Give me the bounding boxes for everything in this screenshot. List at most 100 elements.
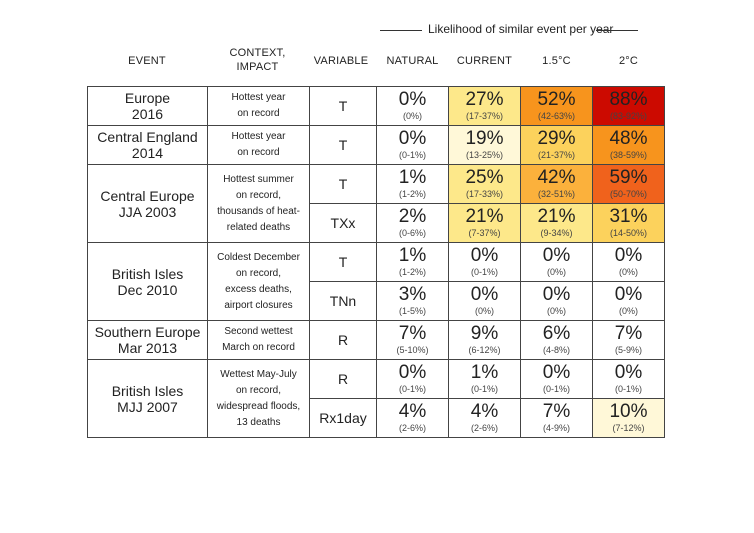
likelihood-percent: 0% [614, 362, 643, 383]
likelihood-percent: 9% [470, 323, 499, 344]
likelihood-percent: 48% [609, 128, 648, 149]
likelihood-range: (50-70%) [609, 189, 647, 199]
table-row: British Isles MJJ 2007 Wettest May-July o… [87, 359, 665, 438]
likelihood-percent: 31% [609, 206, 648, 227]
likelihood-cell-current: 27% (17-37%) [448, 86, 521, 126]
likelihood-cell-2c: 0% (0%) [592, 242, 665, 282]
likelihood-range: (0%) [618, 306, 638, 316]
likelihood-range: (4-8%) [542, 345, 570, 355]
likelihood-percent: 7% [398, 323, 427, 344]
likelihood-percent: 52% [537, 89, 576, 110]
likelihood-percent: 0% [614, 284, 643, 305]
likelihood-range: (6-12%) [468, 345, 501, 355]
variable-cell: R [309, 320, 377, 360]
variable-cell: T [309, 242, 377, 282]
event-context: Second wettest March on record [207, 320, 310, 360]
likelihood-cell-1-5c: 6% (4-8%) [520, 320, 593, 360]
likelihood-range: (0%) [546, 306, 566, 316]
header-natural: NATURAL [386, 55, 439, 67]
header-event: EVENT [128, 55, 166, 67]
likelihood-cell-current: 4% (2-6%) [448, 398, 521, 438]
likelihood-range: (0-1%) [542, 384, 570, 394]
likelihood-right-rule [596, 30, 638, 31]
likelihood-cell-1-5c: 29% (21-37%) [520, 125, 593, 165]
likelihood-percent: 25% [465, 167, 504, 188]
likelihood-range: (0%) [474, 306, 494, 316]
likelihood-range: (38-59%) [609, 150, 647, 160]
likelihood-cell-natural: 3% (1-5%) [376, 281, 449, 321]
likelihood-cell-1-5c: 7% (4-9%) [520, 398, 593, 438]
likelihood-range: (0-6%) [398, 228, 426, 238]
likelihood-cell-2c: 59% (50-70%) [592, 164, 665, 204]
likelihood-range: (0-1%) [470, 267, 498, 277]
likelihood-percent: 21% [465, 206, 504, 227]
table-row: Southern Europe Mar 2013 Second wettest M… [87, 320, 665, 360]
likelihood-percent: 3% [398, 284, 427, 305]
likelihood-cell-2c: 7% (5-9%) [592, 320, 665, 360]
likelihood-range: (5-9%) [614, 345, 642, 355]
header-context: CONTEXT, IMPACT [229, 47, 286, 73]
likelihood-range: (7-37%) [468, 228, 501, 238]
likelihood-range: (1-2%) [398, 189, 426, 199]
header-2c: 2°C [618, 55, 639, 67]
header-1-5c: 1.5°C [542, 55, 571, 67]
table-row: British Isles Dec 2010 Coldest December o… [87, 242, 665, 321]
likelihood-range: (9-34%) [540, 228, 573, 238]
likelihood-range: (5-10%) [396, 345, 429, 355]
header-current: CURRENT [456, 55, 513, 67]
likelihood-range: (7-12%) [612, 423, 645, 433]
likelihood-range: (17-33%) [465, 189, 503, 199]
likelihood-cell-1-5c: 21% (9-34%) [520, 203, 593, 243]
variable-cell: T [309, 125, 377, 165]
likelihood-percent: 0% [614, 245, 643, 266]
variable-cell: R [309, 359, 377, 399]
table-row: TXx 2% (0-6%) 21% (7-37%) 21% (9-34%) 31% (14-50… [88, 203, 665, 243]
likelihood-range: (0-1%) [398, 150, 426, 160]
variable-cell: TXx [309, 203, 377, 243]
likelihood-percent: 1% [398, 245, 427, 266]
event-context: Wettest May-July on record, widespread f… [207, 359, 310, 438]
likelihood-cell-1-5c: 0% (0-1%) [520, 359, 593, 399]
likelihood-percent: 29% [537, 128, 576, 149]
event-context: Hottest year on record [207, 125, 310, 165]
event-context: Hottest year on record [207, 86, 310, 126]
likelihood-percent: 19% [465, 128, 504, 149]
likelihood-percent: 4% [470, 401, 499, 422]
event-name: Southern Europe Mar 2013 [87, 320, 208, 360]
table-row: TNn 3% (1-5%) 0% (0%) 0% (0%) 0% (0%) [88, 281, 665, 321]
likelihood-cell-current: 0% (0%) [448, 281, 521, 321]
likelihood-range: (0%) [618, 267, 638, 277]
likelihood-range: (42-63%) [537, 111, 575, 121]
likelihood-percent: 0% [542, 245, 571, 266]
likelihood-cell-current: 19% (13-25%) [448, 125, 521, 165]
likelihood-range: (2-6%) [398, 423, 426, 433]
likelihood-cell-current: 25% (17-33%) [448, 164, 521, 204]
event-name: British Isles Dec 2010 [87, 242, 208, 321]
likelihood-cell-1-5c: 42% (32-51%) [520, 164, 593, 204]
likelihood-percent: 0% [398, 128, 427, 149]
likelihood-range: (1-2%) [398, 267, 426, 277]
likelihood-header: Likelihood of similar event per year [380, 22, 638, 38]
likelihood-cell-natural: 2% (0-6%) [376, 203, 449, 243]
likelihood-percent: 6% [542, 323, 571, 344]
likelihood-percent: 59% [609, 167, 648, 188]
likelihood-percent: 0% [542, 362, 571, 383]
likelihood-cell-2c: 48% (38-59%) [592, 125, 665, 165]
likelihood-cell-natural: 7% (5-10%) [376, 320, 449, 360]
likelihood-percent: 10% [609, 401, 648, 422]
likelihood-range: (17-37%) [465, 111, 503, 121]
likelihood-cell-2c: 0% (0%) [592, 281, 665, 321]
likelihood-percent: 0% [470, 284, 499, 305]
likelihood-percent: 7% [542, 401, 571, 422]
likelihood-range: (4-9%) [542, 423, 570, 433]
event-context: Hottest summer on record, thousands of h… [207, 164, 310, 243]
likelihood-range: (83-92%) [609, 111, 647, 121]
likelihood-percent: 0% [542, 284, 571, 305]
table-row: Rx1day 4% (2-6%) 4% (2-6%) 7% (4-9%) 10% (7-12%) [88, 398, 665, 438]
likelihood-cell-1-5c: 0% (0%) [520, 281, 593, 321]
event-name: Central England 2014 [87, 125, 208, 165]
likelihood-cell-current: 1% (0-1%) [448, 359, 521, 399]
likelihood-percent: 0% [470, 245, 499, 266]
likelihood-left-rule [380, 30, 422, 31]
likelihood-cell-current: 0% (0-1%) [448, 242, 521, 282]
